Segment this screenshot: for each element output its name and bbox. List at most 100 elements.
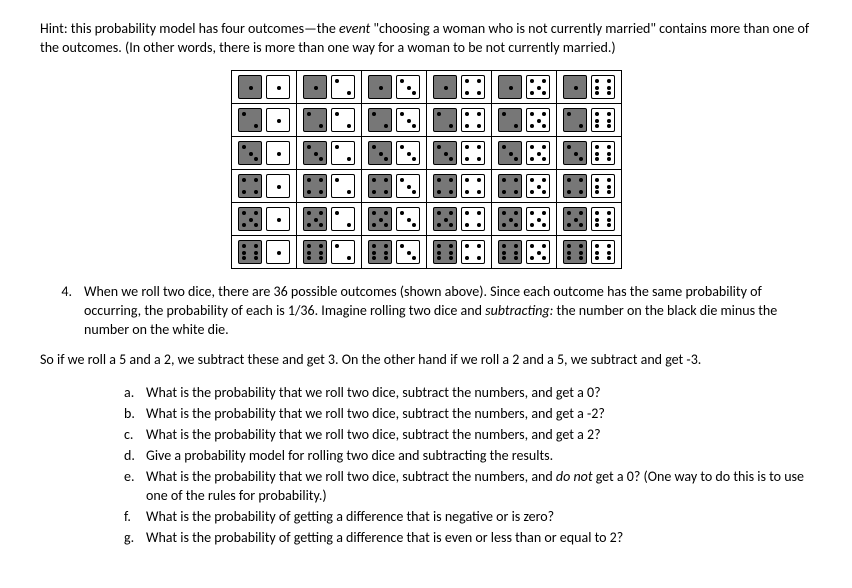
white-die-face-1 bbox=[266, 174, 290, 198]
white-die-face-5 bbox=[526, 75, 550, 99]
dice-pair bbox=[368, 174, 420, 198]
dice-pair bbox=[498, 240, 550, 264]
question-4: 4. When we roll two dice, there are 36 p… bbox=[40, 283, 812, 340]
sub-c: c. What is the probability that we roll … bbox=[124, 426, 812, 445]
black-die-face-4 bbox=[303, 174, 327, 198]
black-die-face-1 bbox=[433, 75, 457, 99]
dice-pair bbox=[238, 207, 290, 231]
white-die-face-5 bbox=[526, 141, 550, 165]
dice-pair bbox=[238, 141, 290, 165]
black-die-face-2 bbox=[433, 108, 457, 132]
dice-pair bbox=[498, 141, 550, 165]
dice-cell bbox=[231, 70, 296, 103]
white-die-face-6 bbox=[591, 108, 615, 132]
black-die-face-3 bbox=[498, 141, 522, 165]
white-die-face-2 bbox=[331, 207, 355, 231]
dice-pair bbox=[433, 207, 485, 231]
sub-label: e. bbox=[124, 468, 146, 506]
sub-a: a. What is the probability that we roll … bbox=[124, 384, 812, 403]
black-die-face-6 bbox=[238, 240, 262, 264]
dice-cell bbox=[491, 202, 556, 235]
white-die-face-1 bbox=[266, 108, 290, 132]
dice-pair bbox=[303, 207, 355, 231]
dice-cell bbox=[491, 70, 556, 103]
hint-text: Hint: this probability model has four ou… bbox=[40, 20, 812, 58]
white-die-face-2 bbox=[331, 141, 355, 165]
dice-cell bbox=[231, 103, 296, 136]
black-die-face-5 bbox=[433, 207, 457, 231]
dice-pair bbox=[563, 108, 615, 132]
dice-cell bbox=[296, 235, 361, 268]
dice-pair bbox=[498, 75, 550, 99]
white-die-face-5 bbox=[526, 174, 550, 198]
sub-text: What is the probability that we roll two… bbox=[146, 405, 812, 424]
white-die-face-3 bbox=[396, 174, 420, 198]
white-die-face-1 bbox=[266, 141, 290, 165]
dice-pair bbox=[368, 75, 420, 99]
black-die-face-1 bbox=[303, 75, 327, 99]
question-number: 4. bbox=[40, 283, 84, 340]
black-die-face-2 bbox=[238, 108, 262, 132]
white-die-face-6 bbox=[591, 141, 615, 165]
dice-cell bbox=[296, 169, 361, 202]
sub-b: b. What is the probability that we roll … bbox=[124, 405, 812, 424]
sub-text: What is the probability of getting a dif… bbox=[146, 529, 812, 548]
sub-questions: a. What is the probability that we roll … bbox=[40, 384, 812, 547]
dice-cell bbox=[231, 235, 296, 268]
white-die-face-3 bbox=[396, 75, 420, 99]
sub-g: g. What is the probability of getting a … bbox=[124, 529, 812, 548]
white-die-face-3 bbox=[396, 141, 420, 165]
black-die-face-6 bbox=[303, 240, 327, 264]
sub-e: e. What is the probability that we roll … bbox=[124, 468, 812, 506]
dice-cell bbox=[491, 103, 556, 136]
dice-cell bbox=[556, 202, 621, 235]
black-die-face-5 bbox=[563, 207, 587, 231]
hint-italic: event bbox=[339, 20, 370, 37]
dice-pair bbox=[498, 108, 550, 132]
black-die-face-5 bbox=[303, 207, 327, 231]
sub-d: d. Give a probability model for rolling … bbox=[124, 447, 812, 466]
white-die-face-4 bbox=[461, 141, 485, 165]
white-die-face-5 bbox=[526, 240, 550, 264]
dice-pair bbox=[368, 207, 420, 231]
black-die-face-4 bbox=[368, 174, 392, 198]
white-die-face-2 bbox=[331, 174, 355, 198]
black-die-face-4 bbox=[238, 174, 262, 198]
black-die-face-6 bbox=[433, 240, 457, 264]
dice-cell bbox=[361, 169, 426, 202]
dice-pair bbox=[303, 108, 355, 132]
white-die-face-6 bbox=[591, 240, 615, 264]
dice-pair bbox=[433, 141, 485, 165]
black-die-face-2 bbox=[368, 108, 392, 132]
black-die-face-2 bbox=[303, 108, 327, 132]
black-die-face-1 bbox=[498, 75, 522, 99]
dice-cell bbox=[556, 169, 621, 202]
white-die-face-6 bbox=[591, 207, 615, 231]
sub-text: What is the probability that we roll two… bbox=[146, 426, 812, 445]
sub-f: f. What is the probability of getting a … bbox=[124, 508, 812, 527]
white-die-face-5 bbox=[526, 207, 550, 231]
black-die-face-3 bbox=[368, 141, 392, 165]
black-die-face-2 bbox=[498, 108, 522, 132]
dice-pair bbox=[498, 207, 550, 231]
dice-cell bbox=[491, 136, 556, 169]
dice-cell bbox=[556, 235, 621, 268]
white-die-face-4 bbox=[461, 174, 485, 198]
sub-label: a. bbox=[124, 384, 146, 403]
dice-cell bbox=[491, 169, 556, 202]
dice-pair bbox=[563, 240, 615, 264]
dice-pair bbox=[303, 75, 355, 99]
sub-label: c. bbox=[124, 426, 146, 445]
dice-pair bbox=[433, 174, 485, 198]
dice-cell bbox=[361, 103, 426, 136]
dice-cell bbox=[491, 235, 556, 268]
black-die-face-1 bbox=[368, 75, 392, 99]
dice-pair bbox=[238, 240, 290, 264]
dice-cell bbox=[296, 70, 361, 103]
dice-cell bbox=[361, 202, 426, 235]
dice-cell bbox=[361, 70, 426, 103]
sub-text: What is the probability of getting a dif… bbox=[146, 508, 812, 527]
example-text: So if we roll a 5 and a 2, we subtract t… bbox=[40, 351, 812, 370]
dice-cell bbox=[556, 103, 621, 136]
dice-pair bbox=[433, 240, 485, 264]
